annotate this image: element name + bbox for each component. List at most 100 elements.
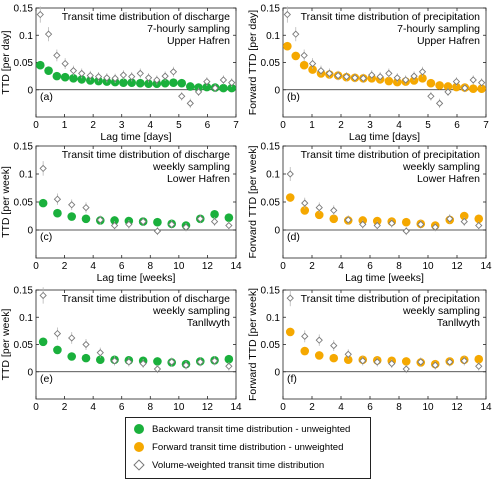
panel-title-line: Tanllwyth	[187, 317, 230, 329]
data-point	[224, 213, 234, 222]
data-point	[153, 357, 162, 366]
x-axis-label: Lag time [weeks]	[97, 272, 176, 284]
data-point	[53, 51, 61, 60]
data-point	[475, 362, 483, 370]
panel-letter: (b)	[287, 91, 300, 103]
data-point	[39, 164, 47, 173]
x-tick-label: 10	[422, 402, 434, 410]
x-tick-label: 8	[148, 402, 154, 410]
data-point	[351, 74, 359, 82]
data-point	[359, 74, 367, 82]
panel-title-line: 7-hourly sampling	[147, 23, 230, 35]
data-point	[388, 359, 396, 368]
y-tick-label: 0.1	[266, 31, 280, 42]
x-tick-label: 3	[367, 120, 373, 131]
data-point	[435, 81, 444, 90]
x-tick-label: 7	[233, 120, 239, 131]
data-point	[373, 221, 381, 230]
data-point	[376, 73, 384, 81]
data-point	[330, 341, 338, 350]
data-point	[444, 88, 452, 96]
data-point	[185, 82, 195, 91]
data-point	[301, 332, 309, 340]
x-tick-label: 2	[309, 402, 315, 410]
y-tick-label: 0.15	[14, 286, 34, 297]
data-point	[81, 353, 91, 363]
data-point	[194, 88, 203, 96]
data-point	[144, 74, 153, 82]
legend-item-backward: Backward transit time distribution - unw…	[132, 420, 364, 438]
data-point	[60, 72, 70, 82]
y-tick-label: 0.05	[261, 340, 281, 351]
panel-letter: (f)	[287, 373, 297, 385]
data-point	[128, 73, 136, 81]
chart-panel-3: 0 2 4 6 8 10 12 14 0 0.05 0.1 0.15 Lag time [weeks] F…	[247, 142, 492, 285]
data-point	[224, 354, 234, 364]
data-point	[94, 73, 103, 81]
legend-label-backward: Backward transit time distribution - unw…	[152, 423, 351, 435]
series-volume-weighted	[283, 6, 486, 109]
data-point	[299, 60, 309, 70]
legend-label-forward: Forward transit time distribution - unwe…	[152, 441, 344, 453]
data-point	[308, 65, 317, 74]
data-point	[52, 71, 62, 81]
data-point	[67, 352, 77, 361]
x-tick-label: 4	[148, 120, 154, 131]
data-point	[61, 59, 69, 68]
data-point	[315, 336, 323, 344]
x-tick-label: 2	[90, 120, 96, 131]
orange-circle-icon	[132, 442, 146, 452]
data-point	[153, 217, 162, 227]
data-point	[119, 78, 128, 87]
data-point	[460, 357, 468, 365]
series-volume-weighted	[39, 287, 233, 374]
x-tick-label: 3	[119, 120, 125, 131]
data-point	[469, 76, 477, 84]
data-point	[69, 74, 78, 83]
data-point	[44, 30, 53, 38]
data-point	[210, 357, 219, 365]
y-tick-label: 0.15	[14, 4, 34, 15]
x-tick-label: 0	[280, 402, 286, 410]
data-point	[475, 221, 483, 230]
series-volume-weighted	[286, 167, 483, 236]
data-point	[39, 291, 47, 300]
data-point	[359, 220, 367, 229]
x-tick-label: 2	[309, 261, 315, 272]
data-point	[211, 84, 219, 92]
data-point	[111, 74, 119, 82]
x-tick-label: 12	[451, 402, 463, 410]
x-tick-label: 0	[280, 261, 286, 272]
panel-letter: (d)	[287, 231, 300, 243]
data-point	[95, 355, 105, 365]
data-point	[110, 216, 119, 225]
x-tick-label: 5	[176, 120, 182, 131]
data-point	[385, 69, 393, 78]
plot-frame	[282, 145, 487, 259]
x-tick-label: 7	[483, 120, 489, 131]
data-point	[431, 223, 439, 231]
plot-frame	[282, 289, 487, 400]
data-point	[110, 357, 119, 365]
data-point	[286, 294, 294, 302]
data-point	[446, 215, 454, 223]
x-axis-label: Lag time [days]	[100, 131, 171, 143]
data-point	[38, 198, 48, 208]
y-tick-label: 0	[27, 367, 33, 378]
data-point	[228, 79, 236, 87]
panel-title-line: Transit time distribution of discharge	[62, 293, 230, 305]
data-point	[292, 30, 300, 38]
chart-panel-0: 0 1 2 3 4 5 6 7 0 0.05 0.1 0.15 Lag time [days] TTD […	[0, 4, 239, 144]
data-point	[153, 227, 162, 235]
data-point	[384, 76, 394, 86]
data-point	[342, 73, 351, 81]
data-point	[460, 217, 468, 226]
data-point	[301, 199, 309, 207]
panel-title-line: Tanllwyth	[437, 317, 480, 329]
data-point	[82, 340, 90, 349]
data-point	[308, 59, 317, 68]
series-volume-weighted	[286, 290, 483, 374]
